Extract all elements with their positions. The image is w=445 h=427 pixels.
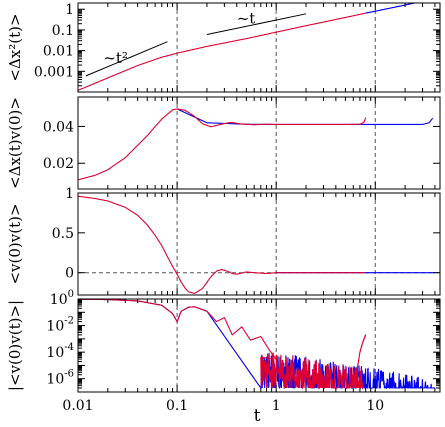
y-tick-label: 0.04 — [43, 119, 74, 135]
y-tick-label: 0.01 — [43, 44, 74, 60]
plot-area-xv — [78, 108, 434, 181]
y-tick-label: 0.1 — [52, 23, 74, 39]
x-tick-label: 0.01 — [62, 398, 93, 414]
y-tick-label: 0.5 — [52, 226, 74, 242]
x-tick-label: 10 — [366, 398, 384, 414]
guide-line-t2 — [85, 41, 168, 77]
y-tick-label: 100 — [50, 289, 74, 308]
panel-frame — [77, 192, 441, 296]
plot-area-vv — [78, 195, 435, 294]
panel-absvv: 100 10-2 10-4 10-6 |<v(0)v(t)>| — [6, 289, 441, 393]
panel-vv: 1 0.5 0 <v(0)v(t)> — [6, 186, 441, 296]
y-axis-label: <v(0)v(t)> — [6, 203, 24, 284]
y-tick-label: 1 — [65, 186, 74, 202]
series-line-1 — [78, 299, 364, 391]
y-tick-exponent: -2 — [64, 316, 74, 327]
x-axis-label: t — [254, 406, 261, 426]
plot-area-absvv — [78, 299, 435, 391]
y-tick-exponent: -4 — [64, 342, 74, 353]
series-line-2 — [356, 334, 367, 373]
y-tick-label: 10-6 — [46, 369, 74, 388]
series-line-1 — [78, 195, 366, 294]
y-axis-label: |<v(0)v(t)>| — [6, 300, 24, 391]
panel-frame — [77, 2, 441, 93]
y-tick-label: 0 — [65, 266, 74, 282]
panel-msd: 1 0.1 0.01 0.001 <Δx²(t)> ~t² ~t — [6, 2, 441, 93]
guide-line-t1 — [206, 13, 307, 36]
panel-xv: 0.04 0.02 <Δx(t)v(0)> — [6, 96, 441, 190]
annotation: ~t — [237, 10, 256, 28]
series-line-0 — [78, 299, 435, 390]
plot-area-msd — [78, 3, 418, 91]
annotation: ~t² — [103, 49, 128, 67]
x-tick-label: 0.1 — [166, 398, 188, 414]
y-axis-label: <Δx²(t)> — [6, 13, 24, 81]
series-line-1 — [365, 3, 418, 14]
x-tick-label: 1 — [272, 398, 281, 414]
panel-frame — [77, 96, 441, 190]
series-line-1 — [78, 108, 367, 181]
series-line-0 — [176, 108, 434, 125]
y-axis-label: <Δx(t)v(0)> — [6, 97, 24, 189]
y-tick-label: 0.001 — [34, 64, 74, 80]
y-tick-label: 1 — [65, 2, 74, 18]
y-tick-label: 0.02 — [43, 156, 74, 172]
y-tick-exponent: 0 — [68, 289, 74, 300]
y-tick-label: 10-2 — [46, 316, 74, 335]
panel-frame — [77, 298, 441, 393]
series-line-0 — [78, 12, 366, 91]
y-tick-label: 10-4 — [46, 342, 74, 361]
y-tick-exponent: -6 — [64, 369, 74, 380]
